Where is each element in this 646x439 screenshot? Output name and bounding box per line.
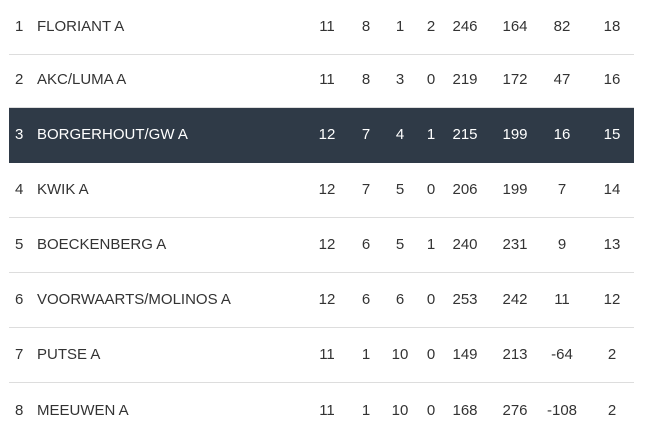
table-row: 5 BOECKENBERG A 12 6 5 1 240 231 9 13 [9, 218, 634, 273]
goals-against: 213 [502, 346, 528, 363]
matches-won: 1 [361, 346, 371, 363]
matches-drawn: 1 [426, 236, 436, 253]
goal-difference: 11 [554, 291, 570, 308]
matches-played: 12 [318, 291, 336, 308]
goals-for: 215 [452, 126, 478, 143]
team-name: PUTSE A [37, 346, 101, 363]
position: 7 [15, 346, 24, 363]
points: 2 [607, 402, 617, 419]
position: 8 [15, 402, 24, 419]
table-row: 2 AKC/LUMA A 11 8 3 0 219 172 47 16 [9, 53, 634, 108]
team-name: AKC/LUMA A [37, 71, 127, 88]
table-row: 4 KWIK A 12 7 5 0 206 199 7 14 [9, 163, 634, 218]
matches-played: 11 [319, 18, 335, 35]
position: 3 [15, 126, 24, 143]
goals-against: 164 [502, 18, 528, 35]
points: 14 [603, 181, 621, 198]
team-name: MEEUWEN A [37, 402, 129, 419]
team-name: BOECKENBERG A [37, 236, 167, 253]
team-name: VOORWAARTS/MOLINOS A [37, 291, 231, 308]
table-row-highlighted: 3 BORGERHOUT/GW A 12 7 4 1 215 199 16 15 [9, 108, 634, 163]
position: 4 [15, 181, 24, 198]
goals-for: 206 [452, 181, 478, 198]
team-name: KWIK A [37, 181, 89, 198]
goal-difference: 47 [553, 71, 571, 88]
goals-for: 246 [452, 18, 478, 35]
matches-drawn: 0 [426, 181, 436, 198]
matches-won: 6 [361, 236, 371, 253]
position: 5 [15, 236, 24, 253]
matches-played: 12 [318, 126, 336, 143]
matches-won: 8 [361, 71, 371, 88]
table-row: 6 VOORWAARTS/MOLINOS A 12 6 6 0 253 242 … [9, 273, 634, 328]
matches-played: 11 [319, 71, 335, 88]
points: 13 [603, 236, 621, 253]
matches-drawn: 2 [426, 18, 436, 35]
goals-against: 242 [502, 291, 528, 308]
table-row: 8 MEEUWEN A 11 1 10 0 168 276 -108 2 [9, 384, 634, 439]
goal-difference: 7 [557, 181, 567, 198]
goal-difference: 16 [553, 126, 571, 143]
matches-drawn: 0 [426, 402, 436, 419]
matches-lost: 3 [395, 71, 405, 88]
matches-drawn: 0 [426, 71, 436, 88]
goals-for: 219 [452, 71, 478, 88]
standings-table: 1 FLORIANT A 11 8 1 2 246 164 82 18 2 AK… [9, 0, 634, 419]
position: 2 [15, 71, 24, 88]
matches-won: 1 [361, 402, 371, 419]
points: 2 [607, 346, 617, 363]
points: 15 [603, 126, 621, 143]
matches-lost: 1 [395, 18, 405, 35]
matches-drawn: 0 [426, 291, 436, 308]
matches-played: 11 [319, 346, 335, 363]
matches-lost: 10 [391, 346, 409, 363]
goal-difference: -64 [551, 346, 573, 363]
matches-lost: 4 [395, 126, 405, 143]
goal-difference: -108 [546, 402, 578, 419]
matches-won: 8 [361, 18, 371, 35]
position: 6 [15, 291, 24, 308]
matches-played: 12 [318, 181, 336, 198]
goals-against: 172 [502, 71, 528, 88]
goals-against: 276 [502, 402, 528, 419]
goals-for: 240 [452, 236, 478, 253]
matches-won: 7 [361, 181, 371, 198]
matches-drawn: 0 [426, 346, 436, 363]
points: 18 [603, 18, 621, 35]
team-name: FLORIANT A [37, 18, 125, 35]
matches-drawn: 1 [426, 126, 436, 143]
goals-for: 253 [452, 291, 478, 308]
points: 16 [603, 71, 621, 88]
matches-played: 11 [319, 402, 335, 419]
matches-lost: 5 [395, 181, 405, 198]
points: 12 [603, 291, 621, 308]
matches-won: 7 [361, 126, 371, 143]
goals-against: 199 [502, 126, 528, 143]
matches-played: 12 [318, 236, 336, 253]
goals-for: 168 [452, 402, 478, 419]
matches-lost: 5 [395, 236, 405, 253]
goal-difference: 9 [557, 236, 567, 253]
matches-lost: 10 [391, 402, 409, 419]
table-row: 1 FLORIANT A 11 8 1 2 246 164 82 18 [9, 0, 634, 55]
matches-lost: 6 [395, 291, 405, 308]
goal-difference: 82 [553, 18, 571, 35]
goals-for: 149 [452, 346, 478, 363]
goals-against: 199 [502, 181, 528, 198]
team-name: BORGERHOUT/GW A [37, 126, 188, 143]
table-row: 7 PUTSE A 11 1 10 0 149 213 -64 2 [9, 328, 634, 383]
goals-against: 231 [502, 236, 528, 253]
position: 1 [15, 18, 24, 35]
matches-won: 6 [361, 291, 371, 308]
